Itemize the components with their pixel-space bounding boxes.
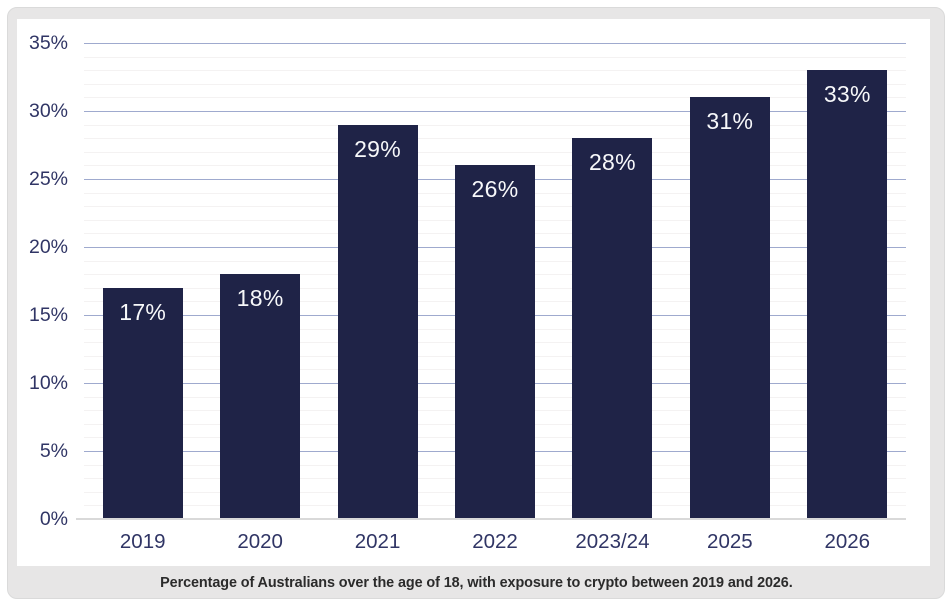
minor-gridline — [84, 124, 906, 126]
chart-card: 17% 18% 29% 26% 28% 31% 33% 35% 30% 25% 20% 15% 10%… — [7, 7, 945, 599]
bar-2026: 33% — [807, 70, 888, 519]
x-axis-label-2025: 2025 — [707, 530, 753, 553]
y-axis-label-30: 30% — [28, 100, 68, 122]
minor-gridline — [84, 83, 906, 85]
chart-plot-panel: 17% 18% 29% 26% 28% 31% 33% 35% 30% 25% 20% 15% 10%… — [17, 19, 930, 566]
x-axis-label-2026: 2026 — [824, 530, 871, 553]
bar-value-label: 26% — [471, 176, 519, 203]
bar-2023/24: 28% — [572, 138, 653, 519]
major-gridline — [84, 111, 906, 112]
minor-gridline — [84, 70, 906, 72]
x-axis-label-2022: 2022 — [472, 530, 518, 553]
bar-value-label: 33% — [823, 81, 871, 108]
bar-value-label: 18% — [236, 285, 284, 312]
y-axis-label-5: 5% — [39, 440, 68, 462]
y-axis-label-10: 10% — [28, 372, 68, 394]
plot-area: 17% 18% 29% 26% 28% 31% 33% — [76, 43, 906, 520]
major-gridline — [84, 43, 906, 44]
minor-gridline — [84, 138, 906, 140]
x-axis-label-2020: 2020 — [237, 530, 283, 553]
minor-gridline — [84, 97, 906, 99]
bar-2020: 18% — [220, 274, 301, 519]
y-axis-label-35: 35% — [28, 32, 68, 54]
y-axis-label-20: 20% — [28, 236, 68, 258]
x-axis-label-2019: 2019 — [119, 530, 166, 553]
bar-value-label: 17% — [119, 298, 167, 325]
y-axis-label-0: 0% — [39, 508, 68, 530]
minor-gridline — [84, 56, 906, 58]
chart-caption: Percentage of Australians over the age o… — [159, 574, 793, 591]
bar-2019: 17% — [102, 287, 183, 519]
x-axis-labels: 2019 2020 2021 2022 2023/24 2025 2026 — [84, 530, 906, 558]
bar-2025: 31% — [689, 97, 770, 519]
minor-gridline — [84, 151, 906, 153]
bar-value-label: 29% — [354, 135, 402, 162]
caption-strip: Percentage of Australians over the age o… — [8, 566, 944, 599]
bar-2021: 29% — [337, 124, 418, 519]
y-axis-label-15: 15% — [28, 304, 68, 326]
bar-value-label: 31% — [706, 108, 754, 135]
x-axis-label-2021: 2021 — [354, 530, 401, 553]
bar-2022: 26% — [455, 165, 535, 519]
x-axis-label-2023-24: 2023/24 — [575, 530, 650, 553]
y-axis-label-25: 25% — [28, 168, 68, 190]
x-axis-line — [76, 518, 906, 520]
bar-value-label: 28% — [588, 149, 636, 176]
y-axis-labels: 35% 30% 25% 20% 15% 10% 5% 0% — [17, 19, 68, 566]
